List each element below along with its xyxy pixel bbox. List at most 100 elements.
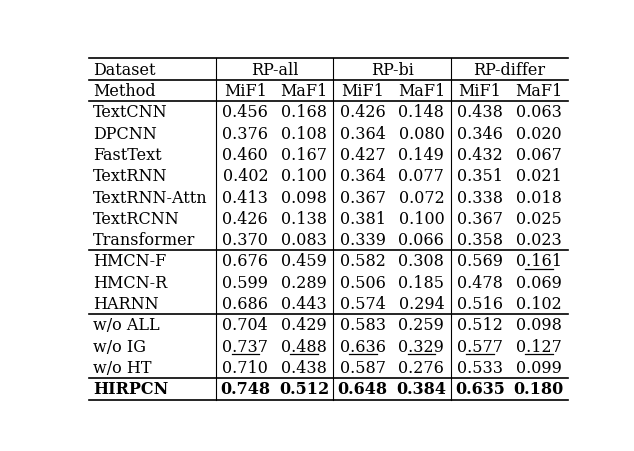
Text: w/o IG: w/o IG	[93, 338, 146, 355]
Text: 0.346: 0.346	[457, 125, 503, 142]
Text: 0.367: 0.367	[340, 189, 385, 206]
Text: MiF1: MiF1	[458, 83, 501, 100]
Text: 0.099: 0.099	[516, 359, 562, 376]
Text: 0.583: 0.583	[340, 317, 385, 334]
Text: 0.582: 0.582	[340, 253, 385, 270]
Text: 0.351: 0.351	[457, 168, 503, 185]
Text: 0.533: 0.533	[457, 359, 503, 376]
Text: 0.370: 0.370	[223, 232, 268, 249]
Text: 0.067: 0.067	[516, 147, 562, 164]
Text: 0.149: 0.149	[399, 147, 444, 164]
Text: 0.676: 0.676	[223, 253, 268, 270]
Text: 0.069: 0.069	[516, 274, 562, 291]
Text: 0.432: 0.432	[457, 147, 503, 164]
Text: 0.167: 0.167	[281, 147, 327, 164]
Text: 0.704: 0.704	[223, 317, 268, 334]
Text: 0.100: 0.100	[281, 168, 327, 185]
Text: TextCNN: TextCNN	[93, 104, 167, 121]
Text: 0.488: 0.488	[281, 338, 327, 355]
Text: MiF1: MiF1	[341, 83, 384, 100]
Text: 0.308: 0.308	[399, 253, 444, 270]
Text: 0.376: 0.376	[223, 125, 268, 142]
Text: 0.456: 0.456	[223, 104, 268, 121]
Text: 0.710: 0.710	[223, 359, 268, 376]
Text: 0.358: 0.358	[457, 232, 503, 249]
Text: Dataset: Dataset	[93, 61, 155, 78]
Text: HMCN-R: HMCN-R	[93, 274, 167, 291]
Text: 0.516: 0.516	[457, 295, 503, 313]
Text: 0.599: 0.599	[223, 274, 268, 291]
Text: w/o HT: w/o HT	[93, 359, 152, 376]
Text: MaF1: MaF1	[398, 83, 445, 100]
Text: 0.259: 0.259	[399, 317, 444, 334]
Text: 0.478: 0.478	[457, 274, 503, 291]
Text: 0.020: 0.020	[516, 125, 562, 142]
Text: 0.077: 0.077	[399, 168, 444, 185]
Text: 0.635: 0.635	[455, 381, 505, 397]
Text: 0.381: 0.381	[340, 210, 385, 227]
Text: MaF1: MaF1	[515, 83, 562, 100]
Text: 0.168: 0.168	[281, 104, 327, 121]
Text: 0.018: 0.018	[516, 189, 562, 206]
Text: 0.338: 0.338	[457, 189, 503, 206]
Text: 0.413: 0.413	[223, 189, 268, 206]
Text: RP-bi: RP-bi	[371, 61, 413, 78]
Text: 0.023: 0.023	[516, 232, 562, 249]
Text: RP-differ: RP-differ	[474, 61, 545, 78]
Text: 0.100: 0.100	[399, 210, 444, 227]
Text: 0.459: 0.459	[281, 253, 327, 270]
Text: FastText: FastText	[93, 147, 162, 164]
Text: 0.737: 0.737	[223, 338, 268, 355]
Text: 0.025: 0.025	[516, 210, 562, 227]
Text: MaF1: MaF1	[280, 83, 328, 100]
Text: 0.102: 0.102	[516, 295, 562, 313]
Text: 0.569: 0.569	[457, 253, 503, 270]
Text: 0.098: 0.098	[516, 317, 562, 334]
Text: 0.443: 0.443	[281, 295, 327, 313]
Text: RP-all: RP-all	[251, 61, 299, 78]
Text: TextRCNN: TextRCNN	[93, 210, 180, 227]
Text: 0.686: 0.686	[223, 295, 268, 313]
Text: 0.329: 0.329	[399, 338, 444, 355]
Text: 0.185: 0.185	[398, 274, 444, 291]
Text: 0.577: 0.577	[457, 338, 503, 355]
Text: 0.512: 0.512	[457, 317, 503, 334]
Text: 0.276: 0.276	[399, 359, 444, 376]
Text: TextRNN: TextRNN	[93, 168, 167, 185]
Text: 0.294: 0.294	[399, 295, 444, 313]
Text: 0.429: 0.429	[281, 317, 327, 334]
Text: HIRPCN: HIRPCN	[93, 381, 168, 397]
Text: MiF1: MiF1	[224, 83, 267, 100]
Text: 0.636: 0.636	[340, 338, 385, 355]
Text: 0.402: 0.402	[223, 168, 268, 185]
Text: 0.066: 0.066	[399, 232, 444, 249]
Text: w/o ALL: w/o ALL	[93, 317, 160, 334]
Text: 0.339: 0.339	[340, 232, 385, 249]
Text: HARNN: HARNN	[93, 295, 158, 313]
Text: 0.072: 0.072	[399, 189, 444, 206]
Text: 0.021: 0.021	[516, 168, 562, 185]
Text: 0.574: 0.574	[340, 295, 385, 313]
Text: 0.180: 0.180	[514, 381, 564, 397]
Text: 0.648: 0.648	[338, 381, 388, 397]
Text: 0.512: 0.512	[279, 381, 329, 397]
Text: 0.438: 0.438	[281, 359, 327, 376]
Text: TextRNN-Attn: TextRNN-Attn	[93, 189, 207, 206]
Text: 0.080: 0.080	[399, 125, 444, 142]
Text: 0.506: 0.506	[340, 274, 385, 291]
Text: 0.384: 0.384	[396, 381, 446, 397]
Text: 0.367: 0.367	[457, 210, 503, 227]
Text: 0.364: 0.364	[340, 168, 385, 185]
Text: 0.587: 0.587	[340, 359, 385, 376]
Text: 0.127: 0.127	[516, 338, 562, 355]
Text: 0.460: 0.460	[223, 147, 268, 164]
Text: 0.426: 0.426	[340, 104, 385, 121]
Text: 0.148: 0.148	[399, 104, 444, 121]
Text: 0.098: 0.098	[281, 189, 327, 206]
Text: HMCN-F: HMCN-F	[93, 253, 166, 270]
Text: DPCNN: DPCNN	[93, 125, 157, 142]
Text: 0.438: 0.438	[457, 104, 503, 121]
Text: 0.748: 0.748	[220, 381, 271, 397]
Text: 0.063: 0.063	[516, 104, 562, 121]
Text: 0.364: 0.364	[340, 125, 385, 142]
